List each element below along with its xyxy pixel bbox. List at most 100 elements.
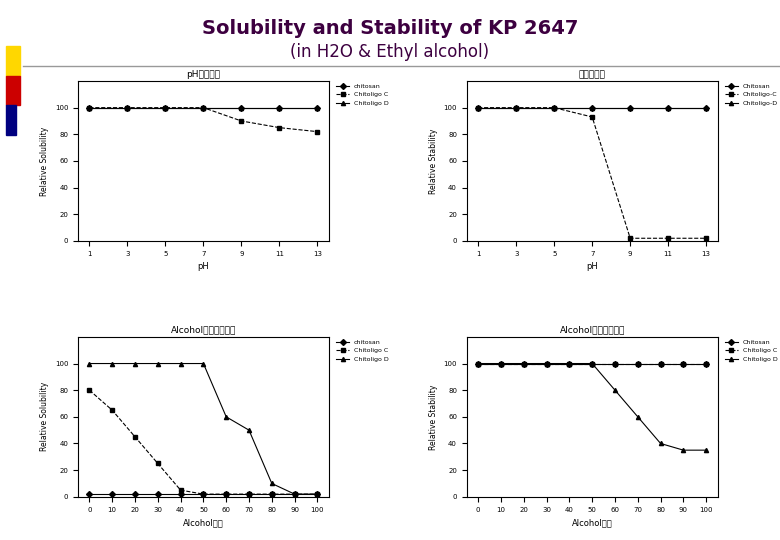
Chitosan [656,360,665,367]
Chitosan [701,104,711,111]
Chitosan [542,360,551,367]
Chitoligo C [85,387,94,394]
Chitoligo-C [701,235,711,241]
Chitoligo-D [664,104,673,111]
X-axis label: pH: pH [197,262,209,271]
Chitosan [473,104,483,111]
Line: chitosan: chitosan [87,492,320,496]
Chitoligo D [473,360,483,367]
Chitoligo D [587,360,597,367]
Chitoligo D [701,447,711,454]
chitosan [199,491,208,497]
chitosan [176,491,186,497]
Chitoligo C [85,104,94,111]
Chitoligo-D [512,104,521,111]
Chitoligo D [542,360,551,367]
Chitosan [473,360,483,367]
Chitoligo D [275,104,284,111]
Chitoligo C [130,434,140,440]
Chitoligo C [587,360,597,367]
Chitoligo D [244,427,254,434]
Legend: Chitosan, Chitoligo C, Chitoligo D: Chitosan, Chitoligo C, Chitoligo D [722,337,780,364]
Chitoligo D [313,104,322,111]
Chitoligo C [519,360,529,367]
Chitoligo D [656,440,665,447]
Line: Chitoligo D: Chitoligo D [476,361,708,452]
Chitosan [664,104,673,111]
Title: pH別溢解度: pH別溢解度 [186,70,221,79]
Chitosan [519,360,529,367]
Chitoligo D [176,360,186,367]
Legend: Chitosan, Chitoligo-C, Chitoligo-D: Chitosan, Chitoligo-C, Chitoligo-D [722,81,780,109]
Y-axis label: Relative Stability: Relative Stability [429,384,438,449]
Chitoligo D [122,104,132,111]
Chitoligo D [633,414,643,420]
Chitoligo D [496,360,505,367]
chitosan [222,491,231,497]
Chitoligo C [244,491,254,497]
Chitoligo-C [549,104,558,111]
Chitoligo-C [587,114,597,120]
Chitoligo D [610,387,619,394]
Chitoligo C [153,460,162,467]
Chitosan [679,360,688,367]
Line: Chitoligo-C: Chitoligo-C [476,106,708,240]
Chitoligo C [633,360,643,367]
X-axis label: Alcohol濃度: Alcohol濃度 [572,518,612,527]
Chitoligo D [313,491,322,497]
Chitoligo C [610,360,619,367]
X-axis label: pH: pH [587,262,598,271]
Chitoligo C [313,491,322,497]
Chitoligo-D [701,104,711,111]
Line: Chitoligo C: Chitoligo C [87,388,320,496]
Text: Solubility and Stability of KP 2647: Solubility and Stability of KP 2647 [202,19,578,38]
Text: (in H2O & Ethyl alcohol): (in H2O & Ethyl alcohol) [290,43,490,61]
chitosan [85,104,94,111]
Line: Chitosan: Chitosan [476,106,708,110]
Chitoligo D [237,104,246,111]
Chitoligo C [565,360,574,367]
Line: Chitoligo C: Chitoligo C [476,361,708,366]
Chitoligo D [85,360,94,367]
Line: Chitosan: Chitosan [476,361,708,366]
chitosan [161,104,170,111]
Line: Chitoligo C: Chitoligo C [87,106,320,134]
Chitoligo D [153,360,162,367]
Chitoligo D [130,360,140,367]
Chitosan [701,360,711,367]
Legend: chitosan, Chitoligo C, Chitoligo D: chitosan, Chitoligo C, Chitoligo D [334,337,391,364]
Chitoligo C [161,104,170,111]
Line: Chitoligo-D: Chitoligo-D [476,106,708,110]
Chitoligo D [290,491,300,497]
chitosan [199,104,208,111]
chitosan [122,104,132,111]
Chitoligo C [496,360,505,367]
chitosan [237,104,246,111]
Y-axis label: Relative Stability: Relative Stability [429,129,438,194]
Chitoligo D [519,360,529,367]
Chitoligo D [199,360,208,367]
Chitoligo C [176,487,186,494]
Chitoligo C [313,129,322,135]
Chitoligo C [108,407,117,414]
Chitoligo C [122,104,132,111]
Chitoligo C [701,360,711,367]
X-axis label: Alcohol濃度: Alcohol濃度 [183,518,224,527]
Chitoligo-D [473,104,483,111]
Chitosan [496,360,505,367]
chitosan [244,491,254,497]
Chitosan [565,360,574,367]
Chitoligo C [267,491,276,497]
Chitoligo-C [473,104,483,111]
Chitoligo C [290,491,300,497]
chitosan [85,491,94,497]
Chitoligo C [222,491,231,497]
Title: Alcohol濃度別安定性: Alcohol濃度別安定性 [559,326,625,335]
Chitoligo D [679,447,688,454]
chitosan [313,104,322,111]
Chitoligo C [473,360,483,367]
Chitosan [633,360,643,367]
Title: Alcohol濃度別溢解度: Alcohol濃度別溢解度 [171,326,236,335]
Chitoligo D [267,480,276,487]
Legend: chitosan, Chitoligo C, Chitoligo D: chitosan, Chitoligo C, Chitoligo D [334,81,391,109]
